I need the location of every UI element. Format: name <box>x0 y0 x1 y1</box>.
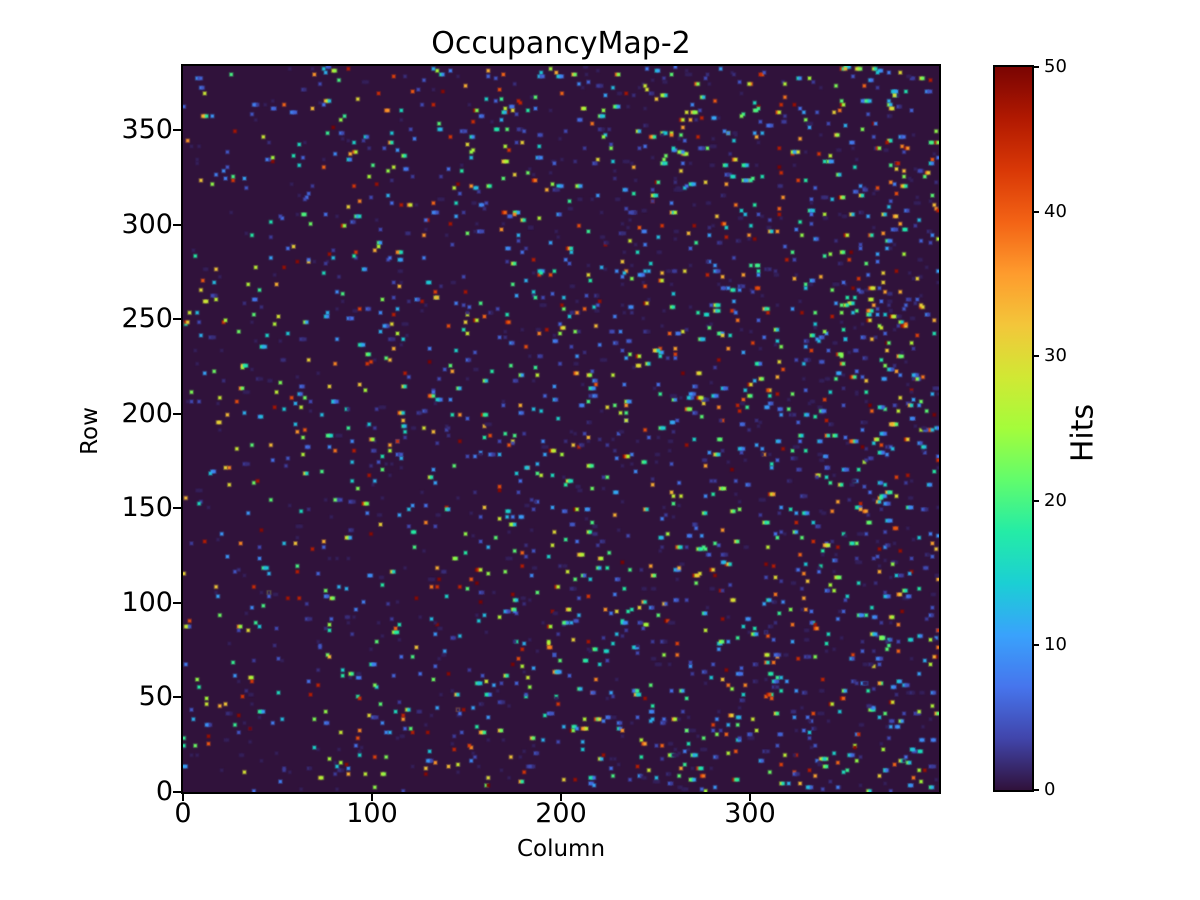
colorbar-tick-label: 20 <box>1044 489 1067 511</box>
x-tick-mark <box>560 793 562 801</box>
chart-title: OccupancyMap-2 <box>431 26 691 61</box>
x-tick-mark <box>371 793 373 801</box>
x-axis-label: Column <box>516 836 606 862</box>
colorbar-tick-mark <box>1032 355 1039 358</box>
y-tick-mark <box>173 223 181 226</box>
colorbar-tick-mark <box>1032 644 1039 647</box>
y-tick-mark <box>173 129 181 132</box>
colorbar-tick-label: 30 <box>1044 345 1067 367</box>
y-tick-mark <box>173 507 181 510</box>
y-tick-mark <box>173 696 181 699</box>
y-tick-mark <box>173 601 181 604</box>
x-tick-mark <box>749 793 751 801</box>
x-tick-mark <box>182 793 184 801</box>
colorbar-tick-mark <box>1032 210 1039 213</box>
y-tick-label: 50 <box>138 681 173 713</box>
y-tick-label: 350 <box>121 114 173 146</box>
y-tick-label: 0 <box>155 776 173 807</box>
colorbar-tick-mark <box>1032 499 1039 502</box>
y-tick-label: 250 <box>121 303 173 335</box>
colorbar-tick-mark <box>1032 66 1039 68</box>
colorbar-gradient <box>995 67 1032 790</box>
colorbar <box>993 65 1034 792</box>
y-tick-label: 100 <box>121 586 173 618</box>
colorbar-tick-mark <box>1032 789 1039 791</box>
colorbar-tick-label: 50 <box>1044 56 1067 77</box>
colorbar-tick-label: 40 <box>1044 200 1067 222</box>
colorbar-label: Hits <box>1065 403 1101 463</box>
y-tick-mark <box>173 318 181 321</box>
y-tick-mark <box>173 791 181 793</box>
colorbar-tick-label: 10 <box>1044 634 1067 656</box>
y-tick-label: 300 <box>121 208 173 240</box>
y-tick-label: 200 <box>121 397 173 429</box>
x-tick-label: 300 <box>724 798 776 829</box>
colorbar-tick-label: 0 <box>1044 779 1056 800</box>
heatmap-canvas <box>183 66 939 792</box>
x-tick-label: 200 <box>535 798 587 829</box>
y-axis-label: Row <box>77 407 103 455</box>
heatmap-plot-frame <box>181 64 941 794</box>
y-tick-label: 150 <box>121 492 173 524</box>
x-tick-label: 100 <box>346 798 398 829</box>
y-tick-mark <box>173 412 181 415</box>
x-tick-label: 0 <box>174 798 192 829</box>
